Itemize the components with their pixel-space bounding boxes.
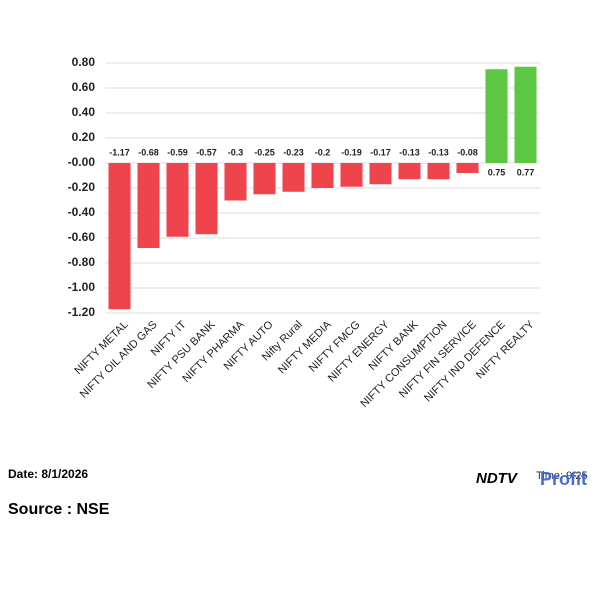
- y-tick-label: -0.80: [68, 255, 96, 269]
- value-label: -0.68: [138, 147, 159, 157]
- y-tick-label: -1.00: [68, 280, 96, 294]
- value-label: -0.19: [341, 147, 362, 157]
- value-label: -0.57: [196, 147, 217, 157]
- source: Source : NSE: [8, 501, 110, 518]
- bar: [369, 163, 392, 185]
- value-label: -0.3: [228, 147, 244, 157]
- value-label: 0.77: [517, 167, 535, 177]
- y-tick-label: -1.20: [68, 305, 96, 319]
- value-label: -0.13: [428, 147, 449, 157]
- value-label: -0.59: [167, 147, 188, 157]
- logo-suffix: Profit: [540, 469, 587, 489]
- value-label: -0.13: [399, 147, 420, 157]
- bar: [514, 66, 537, 163]
- y-tick-label: -0.00: [68, 155, 96, 169]
- bar: [108, 163, 131, 310]
- y-tick-label: -0.20: [68, 180, 96, 194]
- bar: [311, 163, 334, 188]
- value-label: -0.08: [457, 147, 478, 157]
- y-tick-label: 0.20: [72, 130, 96, 144]
- bar: [398, 163, 421, 180]
- bar: [282, 163, 305, 192]
- date: Date: 8/1/2026: [8, 467, 88, 481]
- value-label: -0.25: [254, 147, 275, 157]
- bar: [485, 69, 508, 163]
- bar: [340, 163, 363, 187]
- bar: [224, 163, 247, 201]
- y-tick-label: -0.40: [68, 205, 96, 219]
- value-label: -0.2: [315, 147, 331, 157]
- bar: [253, 163, 276, 195]
- y-tick-label: 0.80: [72, 55, 96, 69]
- time: Time: 9:25: [536, 470, 588, 482]
- value-label: 0.75: [488, 167, 506, 177]
- value-label: -1.17: [109, 147, 130, 157]
- value-label: -0.17: [370, 147, 391, 157]
- bar: [137, 163, 160, 248]
- bar: [195, 163, 218, 235]
- y-tick-label: -0.60: [68, 230, 96, 244]
- value-label: -0.23: [283, 147, 304, 157]
- bar: [427, 163, 450, 180]
- y-tick-label: 0.60: [72, 80, 96, 94]
- logo: NDTV: [476, 470, 519, 487]
- y-tick-label: 0.40: [72, 105, 96, 119]
- bar: [166, 163, 189, 237]
- bar: [456, 163, 479, 173]
